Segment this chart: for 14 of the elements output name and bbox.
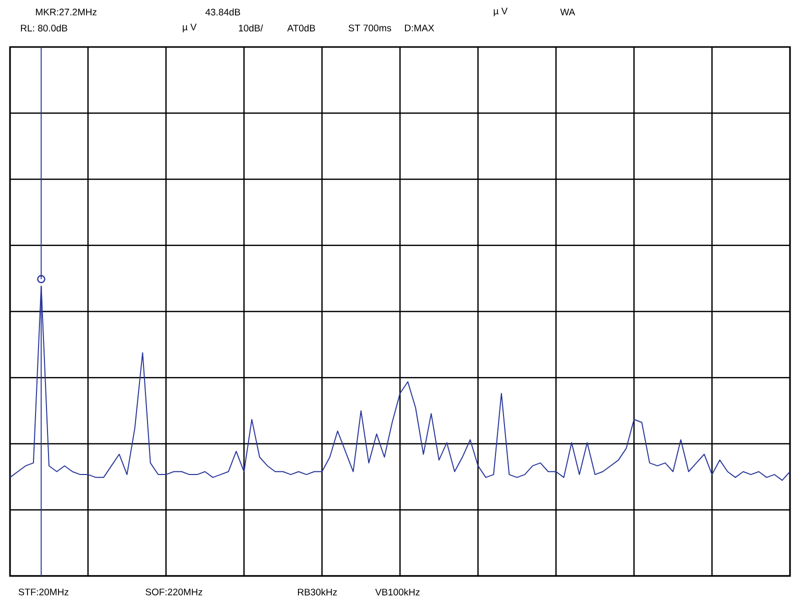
text: AT0dB	[287, 24, 316, 32]
text: WA	[560, 8, 576, 16]
text: µ V	[182, 24, 197, 32]
text: MKR:27.2MHz	[36, 8, 96, 16]
text: D:MAX	[404, 24, 434, 32]
text: 43.84dB	[205, 8, 240, 16]
text: SOF:220MHz	[146, 588, 202, 596]
text: RB30kHz	[298, 588, 337, 596]
text: VB100kHz	[375, 588, 420, 596]
text: µ V	[494, 8, 508, 16]
text: 10dB/	[238, 24, 264, 32]
text: ST 700ms	[348, 24, 392, 32]
text: RL: 80.0dB	[20, 24, 68, 32]
text: STF:20MHz	[18, 588, 68, 596]
